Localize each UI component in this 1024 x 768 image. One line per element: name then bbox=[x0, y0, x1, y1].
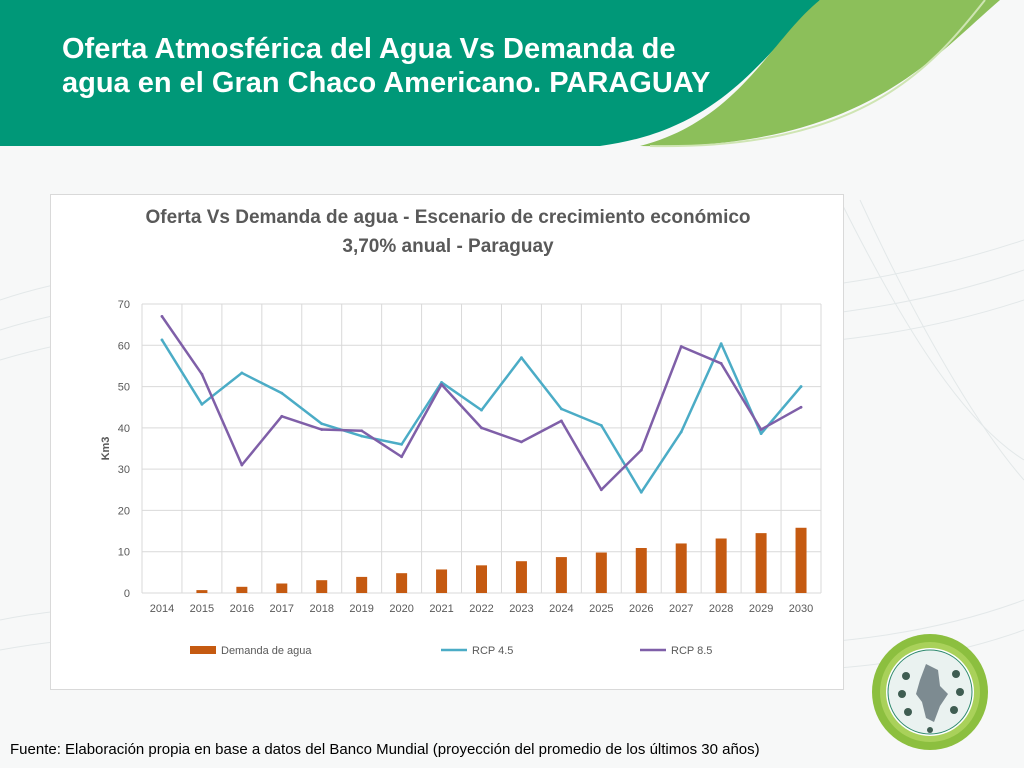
x-tick-label: 2028 bbox=[709, 603, 733, 615]
x-tick-label: 2016 bbox=[230, 603, 254, 615]
y-tick-label: 30 bbox=[118, 464, 130, 476]
y-tick-label: 10 bbox=[118, 547, 130, 559]
header-curve-highlight bbox=[649, 0, 986, 148]
chart-title-line-2: 3,70% anual - Paraguay bbox=[342, 236, 554, 257]
logo-small-icons bbox=[898, 670, 964, 733]
data-point-rcp-4-5 bbox=[719, 342, 723, 346]
bar-demanda-de-agua bbox=[515, 561, 527, 593]
x-tick-label: 2022 bbox=[469, 603, 493, 615]
data-point-rcp-4-5 bbox=[520, 356, 523, 360]
bar-demanda-de-agua bbox=[356, 576, 368, 593]
data-point-rcp-4-5 bbox=[160, 338, 164, 342]
x-tick-label: 2019 bbox=[349, 603, 373, 615]
chart-title-line-1: Oferta Vs Demanda de agua - Escenario de… bbox=[145, 207, 751, 228]
chart-panel: 0 10 20 30 40 50 60 70 2014 2015 2016 2017 2018 2019 2… bbox=[50, 194, 844, 690]
data-point-rcp-4-5 bbox=[559, 407, 563, 411]
legend-label-rcp-8-5: RCP 8.5 bbox=[671, 645, 712, 657]
header-teal-band bbox=[0, 0, 1024, 146]
data-point-rcp-4-5 bbox=[759, 432, 763, 436]
data-point-rcp-8-5 bbox=[240, 463, 244, 467]
bar-demanda-de-agua bbox=[715, 538, 727, 593]
bar-demanda-de-agua bbox=[276, 583, 288, 593]
y-tick-label: 20 bbox=[118, 505, 130, 517]
data-point-rcp-8-5 bbox=[440, 383, 443, 386]
bar-demanda-de-agua bbox=[476, 565, 487, 593]
bar-demanda-de-agua bbox=[675, 543, 687, 593]
bar-demanda-de-agua bbox=[196, 590, 208, 593]
data-point-rcp-4-5 bbox=[360, 434, 364, 438]
y-tick-label: 70 bbox=[118, 299, 130, 311]
data-point-rcp-4-5 bbox=[440, 381, 443, 384]
legend-label-demanda-de-agua: Demanda de agua bbox=[221, 645, 312, 657]
data-point-rcp-8-5 bbox=[280, 414, 284, 418]
data-point-rcp-4-5 bbox=[400, 442, 404, 446]
data-point-rcp-4-5 bbox=[200, 402, 204, 406]
x-tick-label: 2024 bbox=[549, 603, 573, 615]
x-tick-label: 2014 bbox=[150, 603, 174, 615]
y-axis-label: Km3 bbox=[100, 437, 112, 461]
bar-demanda-de-agua bbox=[595, 552, 607, 593]
legend-label-rcp-4-5: RCP 4.5 bbox=[472, 645, 513, 657]
x-tick-label: 2018 bbox=[309, 603, 333, 615]
header-green-swoosh bbox=[640, 0, 1000, 147]
institution-logo bbox=[872, 634, 988, 750]
data-point-rcp-4-5 bbox=[679, 430, 683, 434]
data-point-rcp-4-5 bbox=[799, 385, 803, 388]
data-point-rcp-4-5 bbox=[280, 391, 284, 395]
x-tick-label: 2017 bbox=[270, 603, 294, 615]
x-tick-label: 2021 bbox=[429, 603, 453, 615]
y-tick-label: 40 bbox=[118, 423, 130, 435]
bar-demanda-de-agua bbox=[236, 586, 248, 593]
bar-demanda-de-agua bbox=[555, 557, 567, 593]
map-silhouette-icon bbox=[916, 664, 948, 722]
data-point-rcp-8-5 bbox=[679, 345, 683, 348]
x-tick-label: 2026 bbox=[629, 603, 653, 615]
data-point-rcp-4-5 bbox=[320, 422, 324, 426]
slide-title-line-2: agua en el Gran Chaco Americano. PARAGUA… bbox=[62, 67, 711, 99]
data-point-rcp-4-5 bbox=[240, 371, 244, 375]
data-point-rcp-8-5 bbox=[719, 362, 723, 365]
data-point-rcp-8-5 bbox=[160, 314, 164, 318]
data-point-rcp-8-5 bbox=[520, 440, 523, 444]
chart-title: Oferta Vs Demanda de agua - Escenario de… bbox=[51, 203, 845, 261]
data-point-rcp-8-5 bbox=[200, 372, 204, 376]
data-point-rcp-8-5 bbox=[559, 419, 563, 423]
data-point-rcp-8-5 bbox=[360, 429, 364, 433]
legend-swatch-demanda-de-agua bbox=[190, 646, 216, 654]
bar-demanda-de-agua bbox=[396, 573, 408, 593]
slide-title-line-1: Oferta Atmosférica del Agua Vs Demanda d… bbox=[62, 33, 676, 65]
series-line-rcp-8-5 bbox=[160, 315, 803, 492]
data-point-rcp-8-5 bbox=[759, 428, 763, 431]
data-point-rcp-4-5 bbox=[480, 408, 483, 412]
slide-title: Oferta Atmosférica del Agua Vs Demanda d… bbox=[62, 32, 782, 100]
source-note: Fuente: Elaboración propia en base a dat… bbox=[10, 741, 760, 758]
x-tick-label: 2023 bbox=[509, 603, 533, 615]
data-point-rcp-8-5 bbox=[599, 488, 603, 492]
data-point-rcp-8-5 bbox=[480, 426, 483, 430]
bar-demanda-de-agua bbox=[635, 547, 647, 593]
data-point-rcp-4-5 bbox=[639, 490, 643, 494]
data-point-rcp-8-5 bbox=[799, 405, 803, 409]
data-point-rcp-8-5 bbox=[320, 428, 324, 431]
x-tick-label: 2015 bbox=[190, 603, 214, 615]
data-point-rcp-8-5 bbox=[400, 455, 404, 459]
bar-demanda-de-agua bbox=[436, 569, 448, 593]
bar-demanda-de-agua bbox=[755, 533, 767, 593]
data-point-rcp-4-5 bbox=[599, 423, 603, 427]
y-tick-label: 0 bbox=[124, 588, 130, 600]
y-tick-label: 50 bbox=[118, 382, 130, 394]
x-tick-label: 2029 bbox=[749, 603, 773, 615]
x-tick-label: 2030 bbox=[789, 603, 813, 615]
data-point-rcp-8-5 bbox=[639, 448, 643, 452]
bar-demanda-de-agua bbox=[795, 527, 807, 593]
y-tick-label: 60 bbox=[118, 340, 130, 352]
x-tick-label: 2027 bbox=[669, 603, 693, 615]
x-tick-label: 2020 bbox=[389, 603, 413, 615]
bar-demanda-de-agua bbox=[316, 580, 328, 593]
x-tick-label: 2025 bbox=[589, 603, 613, 615]
